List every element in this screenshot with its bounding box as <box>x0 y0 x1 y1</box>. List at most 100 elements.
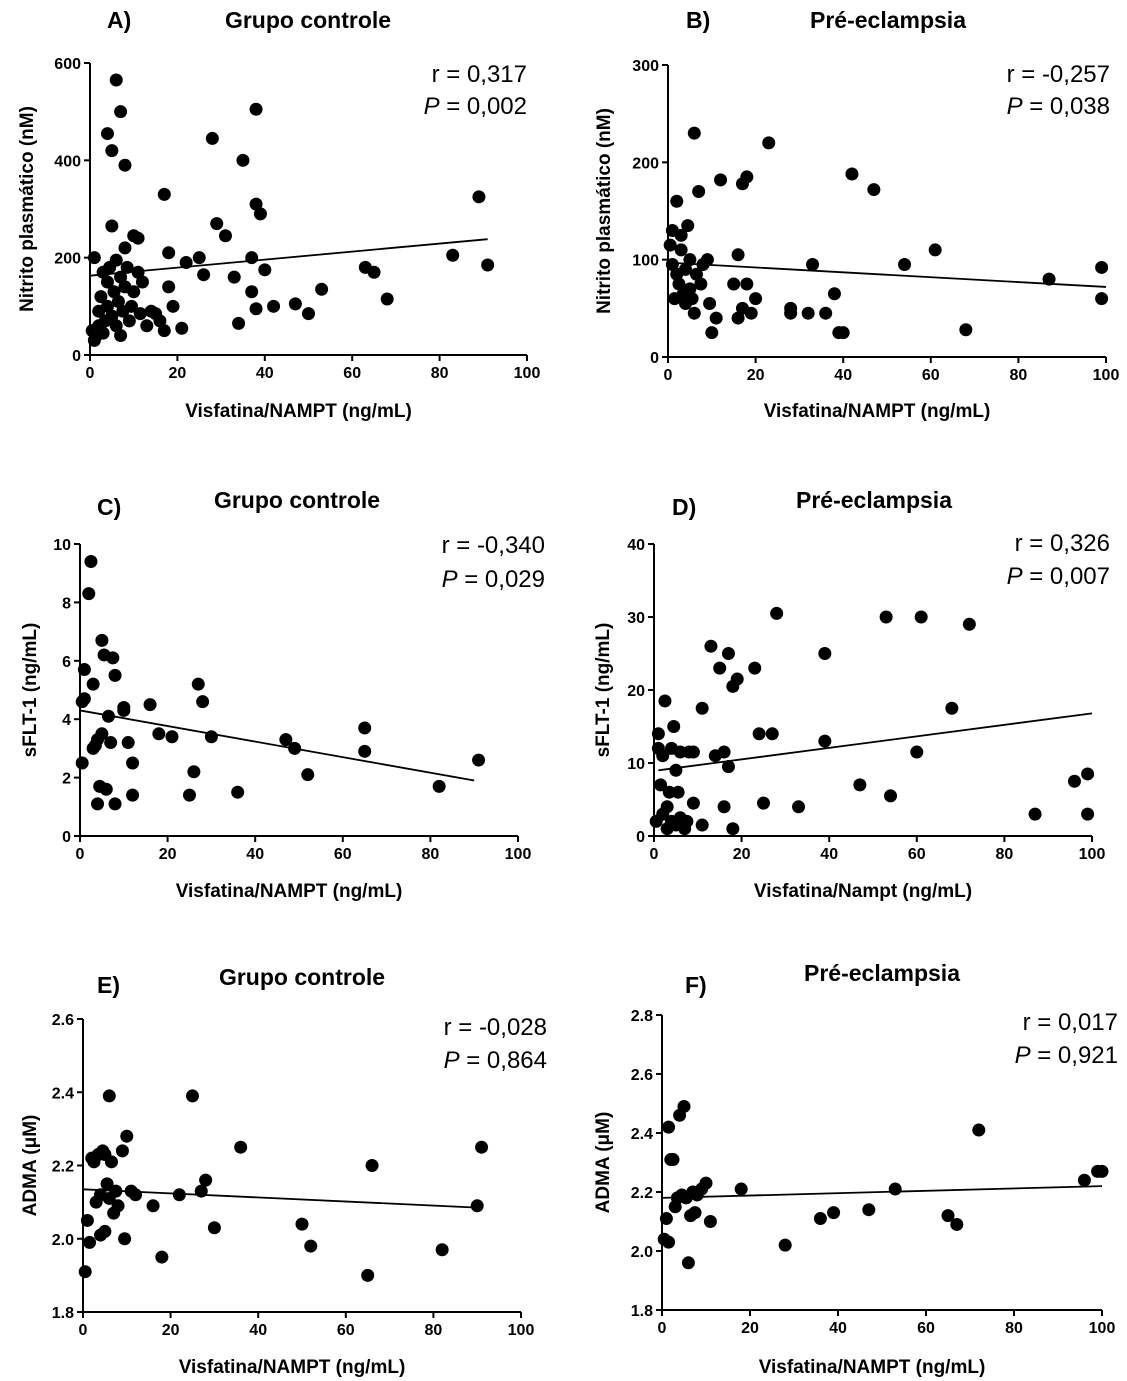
panel-letter: B) <box>686 7 710 33</box>
data-point <box>187 765 201 779</box>
data-point <box>302 307 315 321</box>
x-tick-label: 40 <box>249 1322 267 1339</box>
x-tick-label: 20 <box>169 365 187 382</box>
panel-title: Grupo controle <box>219 964 385 990</box>
data-point <box>95 633 109 647</box>
data-point <box>475 1140 489 1154</box>
regression-line <box>79 709 475 782</box>
data-point <box>114 329 128 343</box>
regression-line <box>667 261 1107 288</box>
data-point <box>726 822 740 836</box>
data-point <box>687 306 701 320</box>
data-point <box>700 253 714 267</box>
data-point <box>129 1188 143 1202</box>
data-point <box>972 1123 986 1137</box>
data-point <box>157 324 171 338</box>
x-axis-label: Visfatina/NAMPT (ng/mL) <box>185 401 412 422</box>
data-point <box>199 1173 213 1187</box>
data-point <box>194 1184 208 1198</box>
y-tick-label: 0 <box>650 350 659 367</box>
data-point <box>121 736 135 750</box>
y-tick-label: 20 <box>627 683 645 700</box>
data-point <box>731 248 745 262</box>
data-point <box>765 727 779 741</box>
p-symbol: P <box>424 93 440 120</box>
data-point <box>146 1199 160 1213</box>
data-point <box>679 262 693 276</box>
x-tick-label: 100 <box>514 365 541 382</box>
data-point <box>667 720 681 733</box>
data-point <box>367 265 381 279</box>
correlation-r: r = -0,340 <box>442 532 545 559</box>
p-value: = 0,864 <box>460 1047 547 1074</box>
x-tick-label: 0 <box>664 367 673 384</box>
data-point <box>681 1256 695 1270</box>
data-point <box>1095 1164 1109 1178</box>
data-point <box>152 727 166 741</box>
data-point <box>111 1199 125 1213</box>
y-tick-label: 2.0 <box>631 1244 653 1261</box>
data-point <box>249 102 263 116</box>
data-point <box>114 270 128 284</box>
data-point <box>740 277 754 291</box>
y-tick-label: 1.8 <box>52 1305 74 1322</box>
data-point <box>845 167 859 181</box>
y-tick-label: 0 <box>636 829 645 846</box>
data-point <box>888 1182 902 1196</box>
x-axis-label: Visfatina/NAMPT (ng/mL) <box>759 1357 986 1378</box>
x-tick-label: 100 <box>508 1322 535 1339</box>
data-point <box>689 267 703 281</box>
data-point <box>104 1155 118 1169</box>
data-point <box>77 663 91 677</box>
p-symbol: P <box>442 566 458 593</box>
data-point <box>674 243 688 257</box>
data-point <box>231 785 245 799</box>
data-point <box>666 1153 680 1167</box>
data-point <box>662 1120 676 1134</box>
x-tick-label: 0 <box>86 365 95 382</box>
data-point <box>288 741 302 755</box>
data-point <box>105 309 119 323</box>
x-tick-label: 60 <box>917 1320 935 1337</box>
data-point <box>191 677 205 691</box>
panel-title: Grupo controle <box>214 487 380 513</box>
data-point <box>78 1265 92 1279</box>
data-point <box>96 326 110 340</box>
data-point <box>862 1203 876 1217</box>
y-tick-label: 0 <box>62 829 71 846</box>
y-tick-label: 300 <box>632 58 659 75</box>
data-point <box>717 745 731 759</box>
data-point <box>143 698 157 712</box>
y-tick-label: 1.8 <box>631 1303 653 1320</box>
data-point <box>279 733 293 747</box>
data-point <box>709 311 723 325</box>
p-value: = 0,029 <box>458 566 545 593</box>
data-point <box>153 314 167 328</box>
data-point <box>770 606 784 620</box>
data-point <box>157 187 171 201</box>
data-point <box>472 753 486 767</box>
y-tick-label: 400 <box>54 153 81 170</box>
data-point <box>125 299 139 313</box>
y-axis-label: sFLT-1 (ng/mL) <box>20 623 41 758</box>
data-point <box>879 610 893 624</box>
data-point <box>120 1129 134 1143</box>
data-point <box>245 251 259 265</box>
data-point <box>304 1239 318 1253</box>
data-point <box>658 694 672 708</box>
data-point <box>301 768 315 782</box>
data-point <box>205 131 219 145</box>
correlation-r: r = 0,017 <box>1023 1009 1118 1036</box>
data-point <box>827 287 841 301</box>
panel-a: A) Grupo controle 0 20 40 60 80 100 0 200 400 600 Vi… <box>17 7 540 422</box>
data-point <box>236 153 250 167</box>
x-tick-label: 80 <box>1005 1320 1023 1337</box>
data-point <box>670 194 684 208</box>
y-tick-label: 0 <box>72 348 81 365</box>
panel-d: D) Pré-eclampsia 0 20 40 60 80 100 0 10 20 30 40 Visf… <box>593 487 1110 902</box>
correlation-r: r = 0,326 <box>1015 530 1110 557</box>
y-axis-label: Nitrito plasmático (nM) <box>594 108 615 314</box>
y-axis-label: ADMA (μM) <box>20 1115 41 1217</box>
data-point <box>674 228 688 242</box>
data-point <box>683 253 697 267</box>
